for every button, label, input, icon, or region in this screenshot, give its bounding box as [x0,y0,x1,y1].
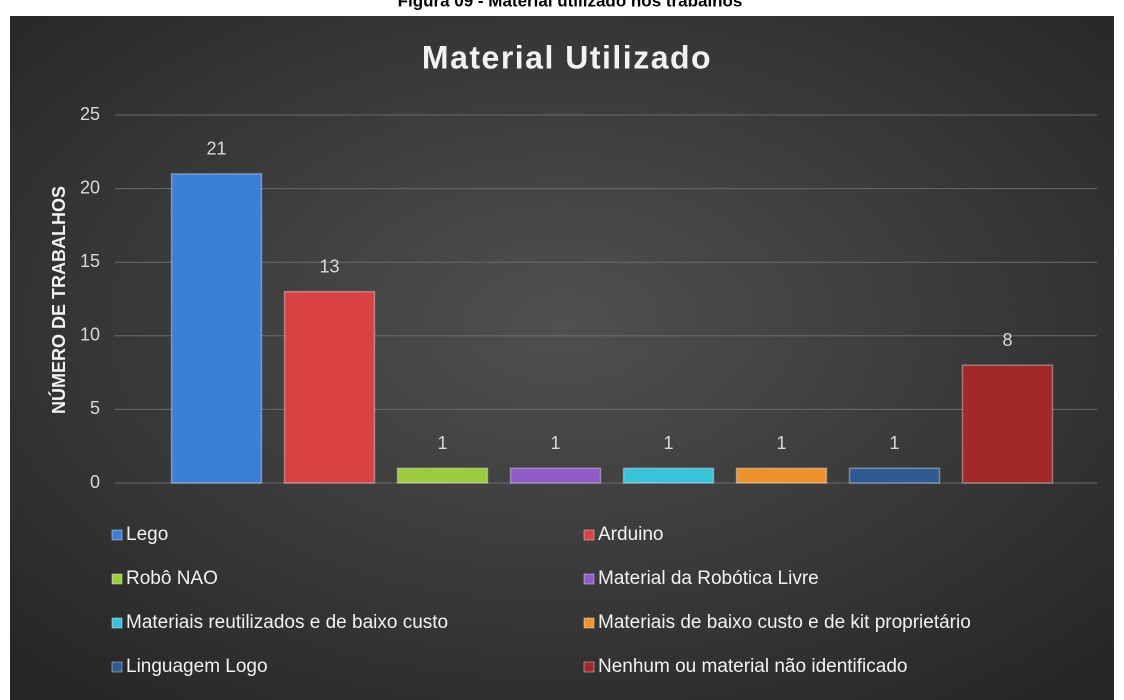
data-label: 8 [1002,330,1012,350]
legend-swatch [583,617,595,629]
y-tick-label: 5 [90,398,100,418]
bar [509,467,602,484]
y-tick-label: 15 [80,251,100,271]
legend-label: Materiais de baixo custo e de kit propri… [598,612,971,633]
caption: Figura 09 - Material utilizado nos traba… [398,0,743,10]
legend-label: Robô NAO [126,568,218,589]
legend-swatch [111,529,123,541]
data-label: 13 [319,256,339,276]
legend-label: Material da Robótica Livre [598,568,819,589]
data-label: 1 [550,433,560,453]
data-label: 1 [437,433,447,453]
data-label: 1 [663,433,673,453]
legend-swatch [111,617,123,629]
legend-label: Nenhum ou material não identificado [598,656,907,677]
legend-label: Arduino [598,524,664,545]
bar [735,467,828,484]
bar [848,467,941,484]
bar [283,290,376,484]
y-tick-label: 10 [80,325,100,345]
chart-title: Material Utilizado [422,39,712,75]
legend-swatch [583,573,595,585]
legend-label: Linguagem Logo [126,656,268,677]
y-tick-label: 20 [80,177,100,197]
bar [622,467,715,484]
legend-swatch [583,661,595,673]
legend-swatch [583,529,595,541]
bar [961,364,1054,484]
data-label: 1 [889,433,899,453]
legend-swatch [111,661,123,673]
legend-swatch [111,573,123,585]
data-label: 1 [776,433,786,453]
bar [396,467,489,484]
legend-label: Materiais reutilizados e de baixo custo [126,612,448,633]
bar [170,173,263,484]
legend-label: Lego [126,524,168,545]
data-label: 21 [206,139,226,159]
y-tick-label: 25 [80,104,100,124]
y-tick-label: 0 [90,472,100,492]
y-axis-label: NÚMERO DE TRABALHOS [48,186,69,414]
